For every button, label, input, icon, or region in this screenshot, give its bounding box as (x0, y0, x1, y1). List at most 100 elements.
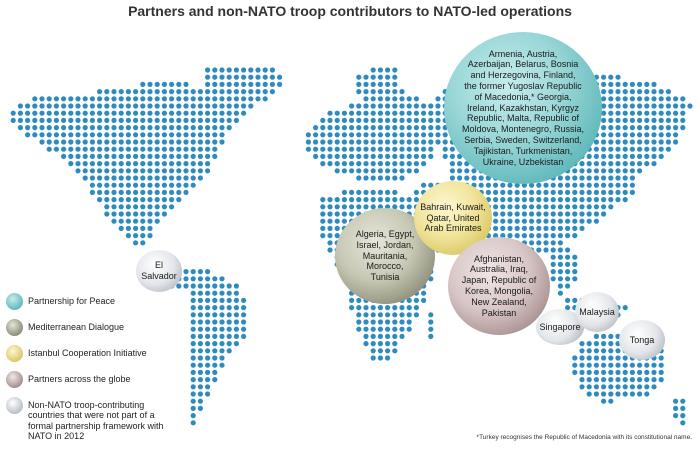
land-dot (133, 197, 139, 203)
land-dot (197, 319, 203, 325)
land-dot (205, 168, 211, 174)
land-dot (557, 283, 564, 289)
land-dot (637, 96, 643, 102)
land-dot (615, 362, 621, 368)
land-dot (680, 96, 686, 102)
land-dot (190, 168, 196, 174)
land-dot (370, 117, 376, 123)
land-dot (593, 168, 600, 174)
land-dot (176, 103, 182, 109)
land-dot (46, 146, 52, 152)
land-dot (320, 139, 326, 145)
land-dot (629, 96, 636, 102)
land-dot (572, 254, 578, 260)
land-dot (363, 153, 369, 159)
land-dot (255, 89, 261, 95)
land-dot (586, 197, 592, 203)
land-dot (61, 153, 67, 159)
land-dot (183, 168, 189, 174)
land-dot (161, 204, 167, 210)
land-dot (61, 139, 67, 145)
land-dot (658, 362, 664, 368)
land-dot (579, 218, 585, 224)
land-dot (385, 319, 391, 325)
land-dot (428, 312, 434, 318)
land-dot (226, 67, 232, 73)
bubble-tonga: Tonga (619, 320, 665, 360)
land-dot (399, 139, 405, 145)
land-dot (154, 182, 160, 188)
legend-swatch (6, 319, 23, 336)
land-dot (349, 305, 355, 311)
land-dot (212, 305, 218, 311)
land-dot (572, 182, 578, 188)
land-dot (327, 132, 333, 138)
land-dot (658, 377, 664, 383)
land-dot (601, 125, 607, 131)
land-dot (363, 125, 369, 131)
land-dot (370, 333, 376, 339)
land-dot (176, 81, 182, 87)
land-dot (521, 211, 528, 217)
land-dot (665, 89, 672, 95)
land-dot (673, 103, 679, 109)
land-dot (327, 146, 333, 152)
land-dot (233, 312, 239, 318)
land-dot (586, 348, 592, 354)
land-dot (349, 125, 355, 131)
land-dot (320, 125, 326, 131)
land-dot (370, 355, 376, 361)
land-dot (118, 96, 124, 102)
land-dot (500, 204, 506, 210)
land-dot (327, 240, 333, 246)
land-dot (212, 341, 218, 347)
land-dot (377, 81, 383, 87)
land-dot (435, 117, 441, 123)
land-dot (197, 398, 203, 404)
land-dot (651, 139, 657, 145)
land-dot (622, 103, 628, 109)
land-dot (680, 117, 686, 123)
land-dot (637, 103, 643, 109)
land-dot (190, 362, 196, 368)
land-dot (161, 125, 167, 131)
land-dot (197, 89, 203, 95)
land-dot (406, 326, 412, 332)
land-dot (226, 89, 232, 95)
land-dot (586, 355, 592, 361)
land-dot (154, 103, 160, 109)
land-dot (197, 290, 203, 296)
land-dot (140, 89, 146, 95)
land-dot (507, 182, 513, 188)
land-dot (514, 204, 520, 210)
land-dot (673, 405, 679, 411)
land-dot (536, 182, 542, 188)
land-dot (161, 81, 167, 87)
land-dot (219, 355, 225, 361)
land-dot (673, 132, 679, 138)
land-dot (385, 161, 391, 167)
land-dot (341, 139, 347, 145)
land-dot (406, 146, 412, 152)
land-dot (377, 74, 383, 80)
land-dot (205, 146, 211, 152)
land-dot (190, 333, 196, 339)
land-dot (205, 362, 211, 368)
land-dot (226, 319, 232, 325)
land-dot (183, 139, 189, 145)
land-dot (133, 110, 139, 116)
land-dot (377, 189, 383, 195)
legend-item-partnership-for-peace: Partnership for Peace (6, 293, 115, 310)
land-dot (219, 283, 225, 289)
land-dot (615, 110, 621, 116)
land-dot (421, 139, 427, 145)
land-dot (219, 139, 225, 145)
land-dot (341, 189, 347, 195)
land-dot (658, 132, 664, 138)
land-dot (608, 74, 614, 80)
land-dot (197, 125, 203, 131)
land-dot (82, 168, 88, 174)
land-dot (658, 139, 664, 145)
land-dot (593, 355, 600, 361)
land-dot (615, 132, 621, 138)
